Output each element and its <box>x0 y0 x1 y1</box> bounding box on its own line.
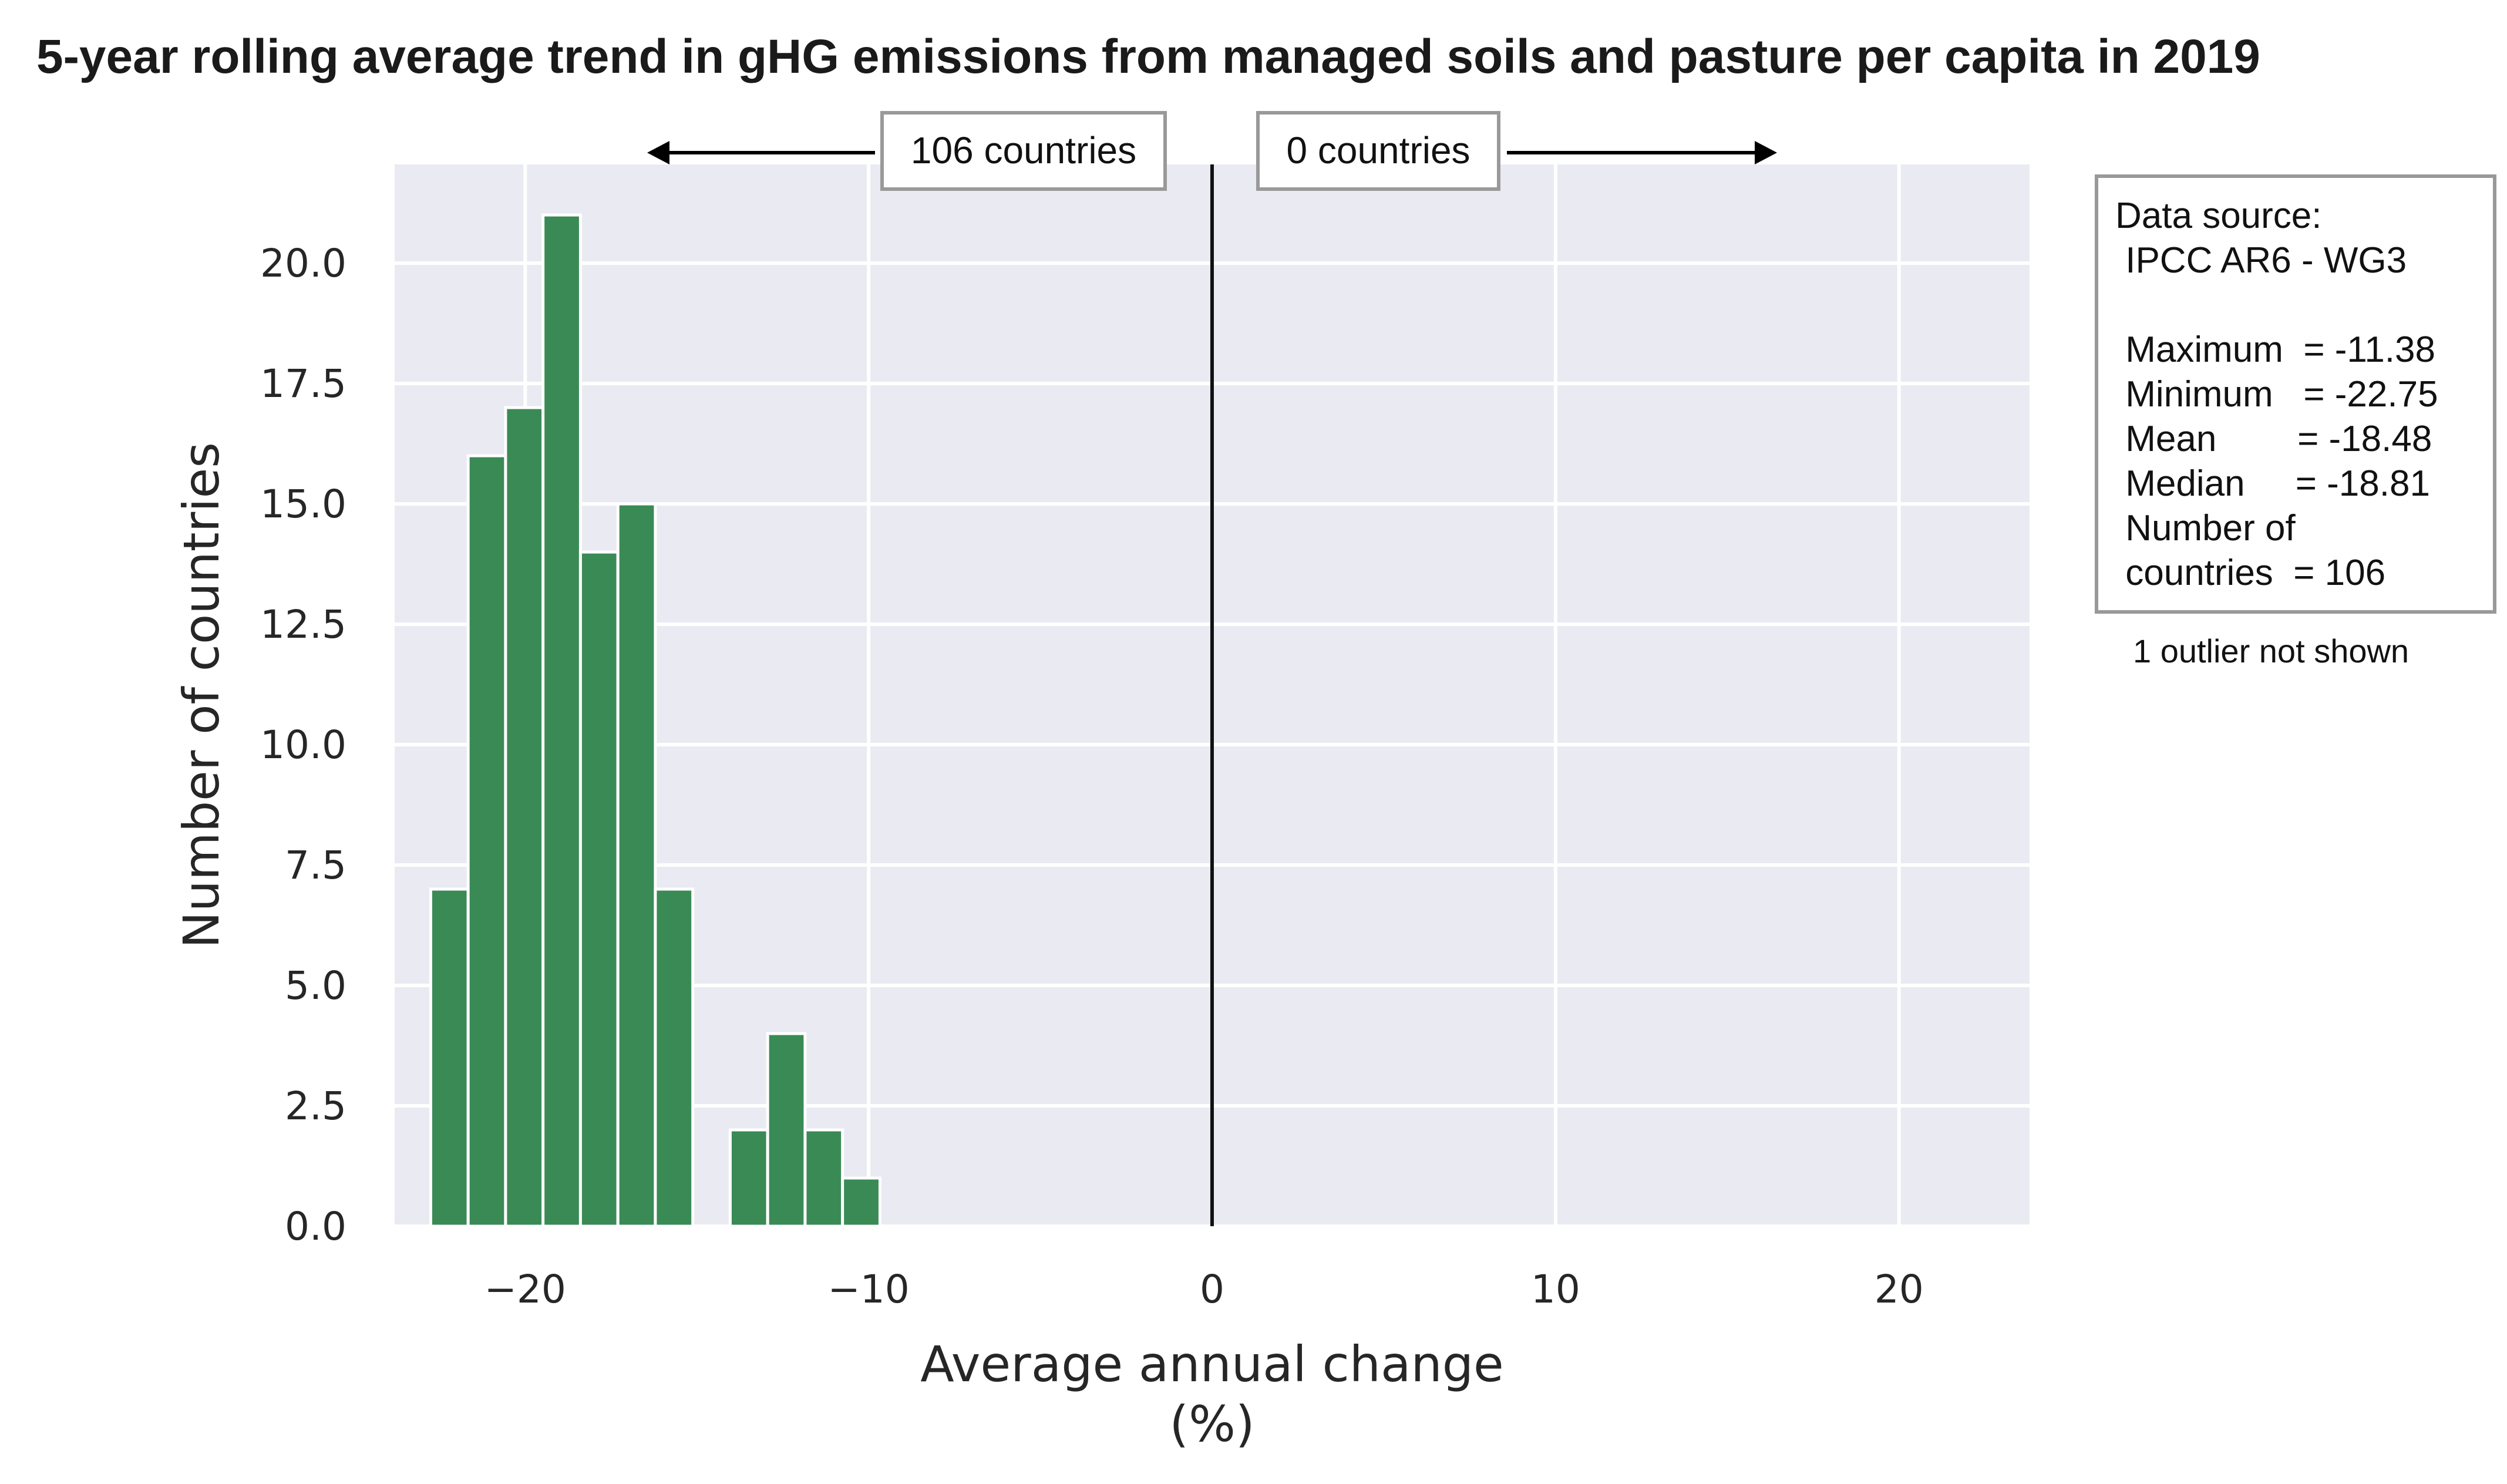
y-tick-label: 5.0 <box>285 963 346 1008</box>
stats-box <box>2095 174 2496 614</box>
x-axis-ticks: −20 −10 0 10 20 <box>484 1267 1924 1312</box>
histogram-bar <box>728 1128 769 1228</box>
histogram-bar <box>616 502 657 1228</box>
chart-title: 5-year rolling average trend in gHG emis… <box>36 30 2260 83</box>
outlier-note: 1 outlier not shown <box>2133 632 2409 669</box>
y-axis-ticks: 0.0 2.5 5.0 7.5 10.0 12.5 15.0 17.5 20.0 <box>260 241 346 1249</box>
stats-line: IPCC AR6 - WG3 <box>2115 240 2407 281</box>
x-tick-label: −10 <box>827 1267 909 1312</box>
x-tick-label: 20 <box>1875 1267 1924 1312</box>
stats-line: Number of <box>2115 508 2296 548</box>
histogram-bar <box>429 887 470 1228</box>
stats-line: countries = 106 <box>2115 553 2385 593</box>
left-arrowhead-icon <box>647 141 669 164</box>
right-arrowhead-icon <box>1755 141 1777 164</box>
histogram-bar <box>841 1176 881 1228</box>
histogram-bar <box>803 1128 844 1228</box>
y-tick-label: 20.0 <box>260 241 346 286</box>
stats-line: Data source: <box>2115 196 2322 236</box>
x-axis-label-line1: Average annual change <box>920 1335 1503 1393</box>
stats-line: Mean = -18.48 <box>2115 419 2432 459</box>
stats-line: Minimum = -22.75 <box>2115 374 2438 415</box>
y-tick-label: 17.5 <box>260 361 346 406</box>
histogram-bar <box>541 213 582 1228</box>
histogram-bar <box>578 550 620 1228</box>
histogram-bar <box>466 454 507 1228</box>
histogram-bar <box>766 1032 807 1228</box>
y-tick-label: 12.5 <box>260 602 346 647</box>
y-tick-label: 2.5 <box>285 1083 346 1129</box>
x-tick-label: 10 <box>1531 1267 1580 1312</box>
right-count-label: 0 countries <box>1286 129 1470 171</box>
right-count-annotation: 0 countries <box>1256 111 1777 191</box>
left-count-box <box>880 111 1167 191</box>
stats-line: Median = -18.81 <box>2115 463 2430 504</box>
histogram-bars <box>429 213 881 1228</box>
x-axis-label-line2: (%) <box>1169 1395 1254 1453</box>
stats-panel: Data source: IPCC AR6 - WG3 Maximum = -1… <box>2095 174 2496 614</box>
y-tick-label: 10.0 <box>260 722 346 768</box>
y-axis-label: Number of countries <box>173 442 230 948</box>
y-tick-label: 0.0 <box>285 1204 346 1249</box>
y-tick-label: 15.0 <box>260 482 346 527</box>
histogram-bar <box>654 887 695 1228</box>
y-tick-label: 7.5 <box>285 843 346 888</box>
histogram-bar <box>504 406 545 1228</box>
x-tick-label: 0 <box>1200 1267 1224 1312</box>
right-count-box <box>1256 111 1500 191</box>
left-count-annotation: 106 countries <box>647 111 1167 191</box>
x-tick-label: −20 <box>484 1267 566 1312</box>
stats-line: Maximum = -11.38 <box>2115 329 2435 370</box>
left-count-label: 106 countries <box>911 129 1136 171</box>
